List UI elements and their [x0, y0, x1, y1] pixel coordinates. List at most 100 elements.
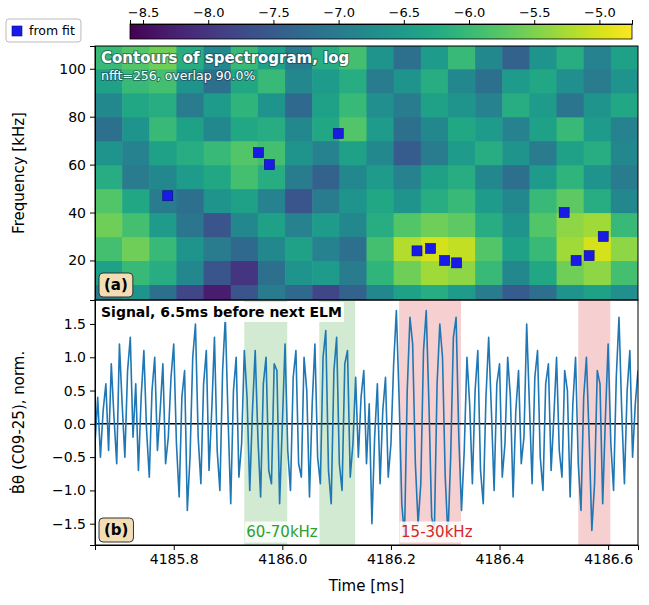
heat-cell: [122, 189, 150, 214]
heat-cell: [475, 46, 503, 69]
fit-point: [452, 258, 462, 268]
heat-cell: [176, 284, 204, 300]
heat-cell: [367, 237, 395, 262]
frame: [95, 46, 638, 300]
tick-mark: [90, 524, 95, 525]
tick-label: −8.5: [128, 5, 160, 20]
heat-cell: [502, 165, 530, 190]
fit-point: [163, 191, 173, 201]
heat-cell: [475, 213, 503, 238]
heat-cell: [149, 260, 177, 285]
heat-cell: [475, 237, 503, 262]
heat-cell: [231, 260, 259, 285]
heat-cell: [312, 189, 340, 214]
heat-cell: [231, 189, 259, 214]
heat-cell: [122, 213, 150, 238]
heat-cell: [204, 93, 232, 118]
tick-mark: [339, 20, 340, 24]
tick: 60: [68, 157, 95, 173]
heat-cell: [149, 237, 177, 262]
tick-mark: [90, 165, 95, 166]
axis: 20406080100: [59, 47, 95, 301]
heat-cell: [258, 189, 286, 214]
heat-cell: [258, 117, 286, 142]
heat-cell: [611, 284, 638, 300]
heat-cell: [475, 69, 503, 94]
heat-cell: [421, 46, 449, 69]
heat-cell: [475, 165, 503, 190]
heat-cell: [285, 213, 313, 238]
heat-cell: [176, 165, 204, 190]
tick: −1.0: [52, 482, 95, 498]
band-label: 15-30kHz: [401, 523, 473, 541]
heat-cell: [529, 189, 557, 214]
fit-point: [253, 148, 263, 158]
tick-mark: [143, 20, 144, 24]
heat-cell: [149, 213, 177, 238]
tick-mark: [90, 260, 95, 261]
panel-label: (a): [104, 276, 128, 294]
heat-cell: [285, 69, 313, 94]
axis: −1.5−1.0−0.50.00.51.01.5: [52, 301, 96, 546]
heat-cell: [584, 284, 612, 300]
heat-cell: [421, 165, 449, 190]
heat-cell: [339, 213, 367, 238]
axis-line: [90, 47, 96, 301]
heat-cell: [557, 165, 585, 190]
heat-cell: [339, 93, 367, 118]
heat-cell: [394, 46, 422, 69]
plot-area-a: [95, 46, 638, 300]
heat-cell: [529, 165, 557, 190]
heat-cell: [176, 93, 204, 118]
heat-cell: [312, 260, 340, 285]
heat-cell: [475, 141, 503, 166]
heat-cell: [231, 117, 259, 142]
tick: 4186.4: [476, 545, 525, 567]
heat-cell: [285, 189, 313, 214]
heat-cell: [529, 141, 557, 166]
heat-cell: [204, 260, 232, 285]
tick-mark: [273, 20, 274, 24]
heat-cell: [502, 237, 530, 262]
heat-cell: [95, 189, 123, 214]
heat-cell: [557, 284, 585, 300]
heat-cell: [502, 189, 530, 214]
tick-mark: [90, 213, 95, 214]
heat-cell: [529, 69, 557, 94]
tick-mark: [90, 490, 95, 491]
legend-box: [6, 19, 81, 42]
heat-cell: [611, 165, 638, 190]
heat-cell: [611, 237, 638, 262]
heat-cell: [204, 117, 232, 142]
heat-cell: [557, 93, 585, 118]
heat-cell: [529, 260, 557, 285]
heat-cell: [502, 46, 530, 69]
heat-cell: [611, 213, 638, 238]
tick-mark: [90, 324, 95, 325]
heat-cell: [231, 165, 259, 190]
heat-cell: [421, 93, 449, 118]
tick-mark: [404, 20, 405, 24]
tick-label: 80: [68, 109, 86, 125]
heat-cell: [312, 237, 340, 262]
tick-mark: [500, 545, 501, 550]
heat-cell: [611, 260, 638, 285]
axis: −8.5−8.0−7.5−7.0−6.5−6.0−5.5−5.0: [128, 5, 633, 25]
heat-cell: [367, 165, 395, 190]
heat-cell: [529, 213, 557, 238]
heat-cell: [95, 93, 123, 118]
heat-cell: [529, 46, 557, 69]
tick-label: 4185.8: [150, 551, 199, 567]
heat-cell: [448, 117, 476, 142]
heat-cell: [529, 237, 557, 262]
fit-point: [264, 160, 274, 170]
heat-cell: [529, 117, 557, 142]
heat-cell: [204, 141, 232, 166]
heat-cell: [339, 260, 367, 285]
heat-cell: [502, 284, 530, 300]
heat-cell: [502, 69, 530, 94]
heat-cell: [176, 117, 204, 142]
panel-subtitle: nfft=256, overlap 90.0%: [101, 68, 255, 83]
heat-cell: [367, 141, 395, 166]
heat-cell: [176, 260, 204, 285]
